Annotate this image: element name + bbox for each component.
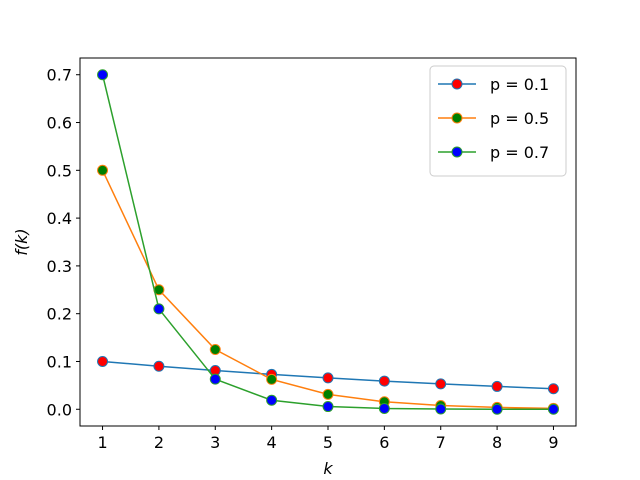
- data-point: [153, 303, 165, 315]
- y-tick-label: 0.2: [47, 305, 72, 324]
- legend-label: p = 0.7: [490, 143, 549, 162]
- data-point: [322, 388, 334, 400]
- x-tick-label: 1: [97, 433, 107, 452]
- series-1: [97, 355, 559, 395]
- data-point: [491, 380, 503, 392]
- data-point: [378, 402, 390, 414]
- x-tick-label: 8: [492, 433, 502, 452]
- data-point: [547, 403, 559, 415]
- data-point: [322, 372, 334, 384]
- y-tick-label: 0.5: [47, 161, 72, 180]
- y-tick-label: 0.7: [47, 66, 72, 85]
- x-tick-label: 2: [154, 433, 164, 452]
- x-tick-label: 3: [210, 433, 220, 452]
- data-point: [97, 164, 109, 176]
- x-axis: 1 2 3 4 5 6 7 8 9: [97, 426, 559, 452]
- legend-item: p = 0.5: [438, 109, 549, 128]
- legend-label: p = 0.1: [490, 75, 549, 94]
- data-point: [209, 373, 221, 385]
- data-point: [435, 378, 447, 390]
- data-point: [209, 344, 221, 356]
- data-point: [435, 403, 447, 415]
- data-point: [266, 373, 278, 385]
- y-tick-label: 0.1: [47, 352, 72, 371]
- y-tick-label: 0.0: [47, 400, 72, 419]
- legend: p = 0.1 p = 0.5 p = 0.7: [429, 65, 567, 177]
- x-tick-label: 9: [548, 433, 558, 452]
- data-point: [322, 401, 334, 413]
- series-3: [97, 69, 559, 415]
- legend-item: p = 0.7: [438, 143, 549, 162]
- legend-marker: [451, 112, 463, 124]
- data-point: [547, 383, 559, 395]
- x-tick-label: 6: [379, 433, 389, 452]
- legend-marker: [451, 146, 463, 158]
- plot-area: [97, 69, 559, 415]
- data-point: [266, 394, 278, 406]
- y-axis: 0.0 0.1 0.2 0.3 0.4 0.5 0.6 0.7: [47, 66, 80, 419]
- data-point: [491, 403, 503, 415]
- legend-item: p = 0.1: [438, 75, 549, 94]
- x-tick-label: 4: [267, 433, 277, 452]
- y-tick-label: 0.4: [47, 209, 72, 228]
- data-point: [97, 69, 109, 81]
- data-point: [153, 360, 165, 372]
- x-tick-label: 5: [323, 433, 333, 452]
- x-axis-label: k: [323, 459, 333, 478]
- legend-box: [429, 65, 567, 177]
- y-axis-label: f(k): [12, 228, 31, 255]
- y-tick-label: 0.6: [47, 114, 72, 133]
- legend-marker: [451, 78, 463, 90]
- y-tick-label: 0.3: [47, 257, 72, 276]
- data-point: [97, 355, 109, 367]
- data-point: [378, 375, 390, 387]
- legend-label: p = 0.5: [490, 109, 549, 128]
- x-tick-label: 7: [436, 433, 446, 452]
